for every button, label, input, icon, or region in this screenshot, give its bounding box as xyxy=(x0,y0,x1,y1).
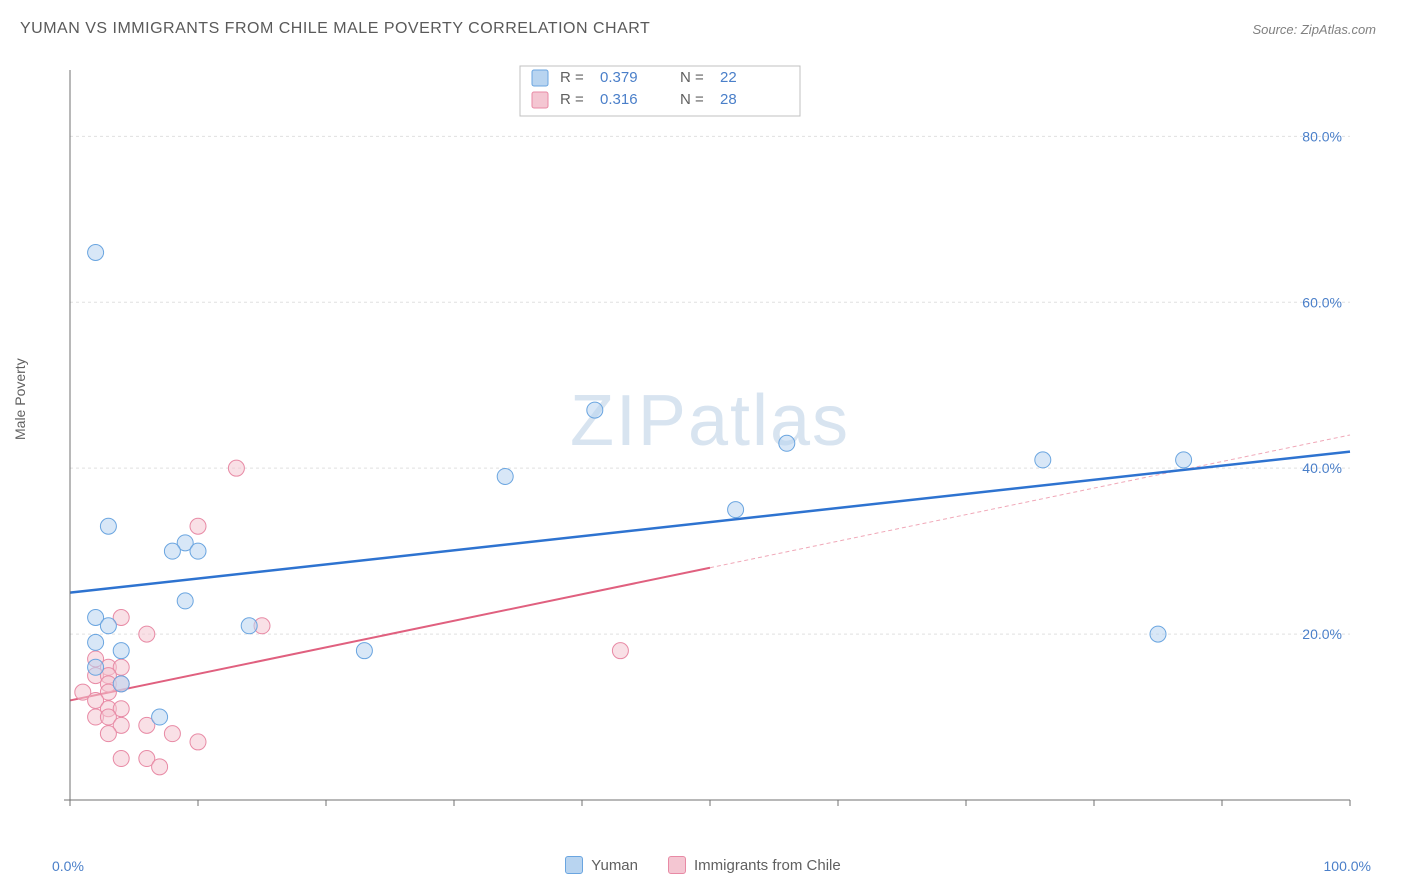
y-axis-label: Male Poverty xyxy=(12,358,28,440)
data-point xyxy=(88,245,104,261)
legend-item-yuman: Yuman xyxy=(565,856,638,874)
legend-swatch-chile xyxy=(668,856,686,874)
y-tick-label: 60.0% xyxy=(1302,294,1342,310)
legend-label-yuman: Yuman xyxy=(591,857,638,874)
data-point xyxy=(779,435,795,451)
data-point xyxy=(139,626,155,642)
data-point xyxy=(612,643,628,659)
data-point xyxy=(177,593,193,609)
watermark: ZIPatlas xyxy=(570,381,850,461)
stat-n-label: N = xyxy=(680,91,704,108)
data-point xyxy=(113,676,129,692)
data-point xyxy=(113,643,129,659)
data-point xyxy=(100,726,116,742)
data-point xyxy=(1176,452,1192,468)
data-point xyxy=(728,502,744,518)
data-point xyxy=(228,460,244,476)
data-point xyxy=(113,751,129,767)
data-point xyxy=(88,634,104,650)
data-point xyxy=(1035,452,1051,468)
bottom-legend: Yuman Immigrants from Chile xyxy=(0,856,1406,874)
y-tick-label: 40.0% xyxy=(1302,460,1342,476)
y-tick-label: 80.0% xyxy=(1302,128,1342,144)
stat-n-value: 28 xyxy=(720,91,737,108)
stat-r-value: 0.316 xyxy=(600,91,638,108)
chart-title: YUMAN VS IMMIGRANTS FROM CHILE MALE POVE… xyxy=(20,20,650,38)
legend-swatch-yuman xyxy=(565,856,583,874)
data-point xyxy=(497,468,513,484)
data-point xyxy=(164,543,180,559)
data-point xyxy=(241,618,257,634)
data-point xyxy=(152,709,168,725)
stat-n-label: N = xyxy=(680,69,704,86)
stat-r-label: R = xyxy=(560,69,584,86)
data-point xyxy=(88,659,104,675)
y-tick-label: 20.0% xyxy=(1302,626,1342,642)
data-point xyxy=(190,734,206,750)
data-point xyxy=(152,759,168,775)
trendline-yuman xyxy=(70,452,1350,593)
stat-r-value: 0.379 xyxy=(600,69,638,86)
stat-r-label: R = xyxy=(560,91,584,108)
stat-n-value: 22 xyxy=(720,69,737,86)
stat-legend-swatch xyxy=(532,70,548,86)
data-point xyxy=(356,643,372,659)
legend-item-chile: Immigrants from Chile xyxy=(668,856,841,874)
chart-svg: 20.0% 40.0% 60.0% 80.0% ZIPatlas R = 0.379 N = 2… xyxy=(50,60,1370,820)
legend-label-chile: Immigrants from Chile xyxy=(694,857,841,874)
data-point xyxy=(1150,626,1166,642)
data-point xyxy=(190,543,206,559)
data-point xyxy=(164,726,180,742)
stat-legend-swatch xyxy=(532,92,548,108)
data-point xyxy=(190,518,206,534)
data-point xyxy=(587,402,603,418)
data-point xyxy=(100,618,116,634)
data-point xyxy=(100,518,116,534)
source-attribution: Source: ZipAtlas.com xyxy=(1252,22,1376,37)
